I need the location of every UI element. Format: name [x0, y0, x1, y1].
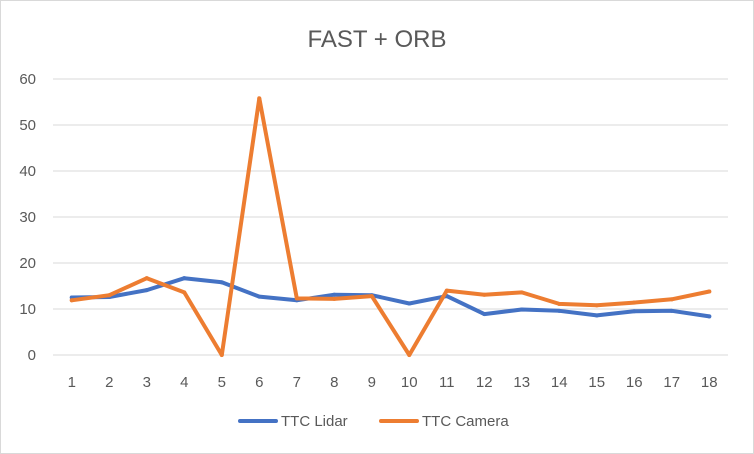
data-point [369, 294, 374, 299]
data-point [557, 301, 562, 306]
x-tick-label: 4 [180, 374, 188, 391]
data-point [219, 353, 224, 357]
x-tick-label: 18 [701, 374, 718, 391]
data-point [407, 353, 412, 357]
x-tick-label: 12 [476, 374, 493, 391]
y-tick-label: 60 [19, 71, 36, 88]
series-line-ttc-lidar [69, 276, 712, 319]
y-tick-label: 10 [19, 301, 36, 318]
data-point [519, 290, 524, 295]
data-point [182, 290, 187, 295]
data-point [482, 292, 487, 297]
y-tick-label: 40 [19, 163, 36, 180]
data-point [144, 288, 149, 293]
data-point [557, 308, 562, 313]
y-tick-label: 30 [19, 209, 36, 226]
data-point [107, 293, 112, 298]
gridlines [53, 78, 728, 356]
x-tick-label: 3 [143, 374, 151, 391]
data-point [482, 312, 487, 317]
x-tick-label: 5 [218, 374, 226, 391]
data-point [707, 289, 712, 294]
x-tick-label: 14 [551, 374, 568, 391]
data-point [69, 298, 74, 303]
x-tick-label: 16 [626, 374, 643, 391]
x-tick-label: 2 [105, 374, 113, 391]
x-tick-label: 11 [439, 374, 455, 391]
legend-label: TTC Lidar [281, 413, 348, 430]
legend: TTC Lidar TTC Camera [238, 413, 509, 430]
data-point [632, 300, 637, 305]
data-point [182, 276, 187, 281]
x-tick-label: 1 [68, 374, 76, 391]
data-point [594, 303, 599, 308]
x-tick-label: 8 [330, 374, 338, 391]
data-point [707, 314, 712, 319]
data-point [144, 276, 149, 281]
data-point [332, 292, 337, 297]
data-point [669, 297, 674, 302]
data-point [519, 307, 524, 312]
data-point [594, 313, 599, 318]
series-lines [69, 96, 712, 357]
series-line-ttc-camera [69, 96, 712, 357]
y-tick-label: 0 [28, 347, 36, 364]
data-point [407, 301, 412, 306]
x-tick-label: 17 [663, 374, 680, 391]
x-tick-label: 6 [255, 374, 263, 391]
chart-title: FAST + ORB [308, 26, 447, 53]
x-tick-label: 7 [293, 374, 301, 391]
data-point [257, 294, 262, 299]
x-tick-label: 15 [588, 374, 605, 391]
x-tick-label: 13 [513, 374, 530, 391]
legend-label: TTC Camera [422, 413, 509, 430]
data-point [257, 96, 262, 101]
data-point [219, 280, 224, 285]
y-tick-label: 20 [19, 255, 36, 272]
data-point [669, 308, 674, 313]
data-point [294, 296, 299, 301]
x-tick-label: 10 [401, 374, 418, 391]
x-axis-tick-labels: 1 2 3 4 5 6 7 8 9 10 11 12 13 14 15 16 17 18 [68, 374, 718, 391]
data-point [444, 288, 449, 293]
data-point [632, 309, 637, 314]
y-tick-label: 50 [19, 117, 36, 134]
y-axis-tick-labels: 0 10 20 30 40 50 60 [19, 71, 36, 364]
data-point [332, 296, 337, 301]
x-tick-label: 9 [368, 374, 376, 391]
